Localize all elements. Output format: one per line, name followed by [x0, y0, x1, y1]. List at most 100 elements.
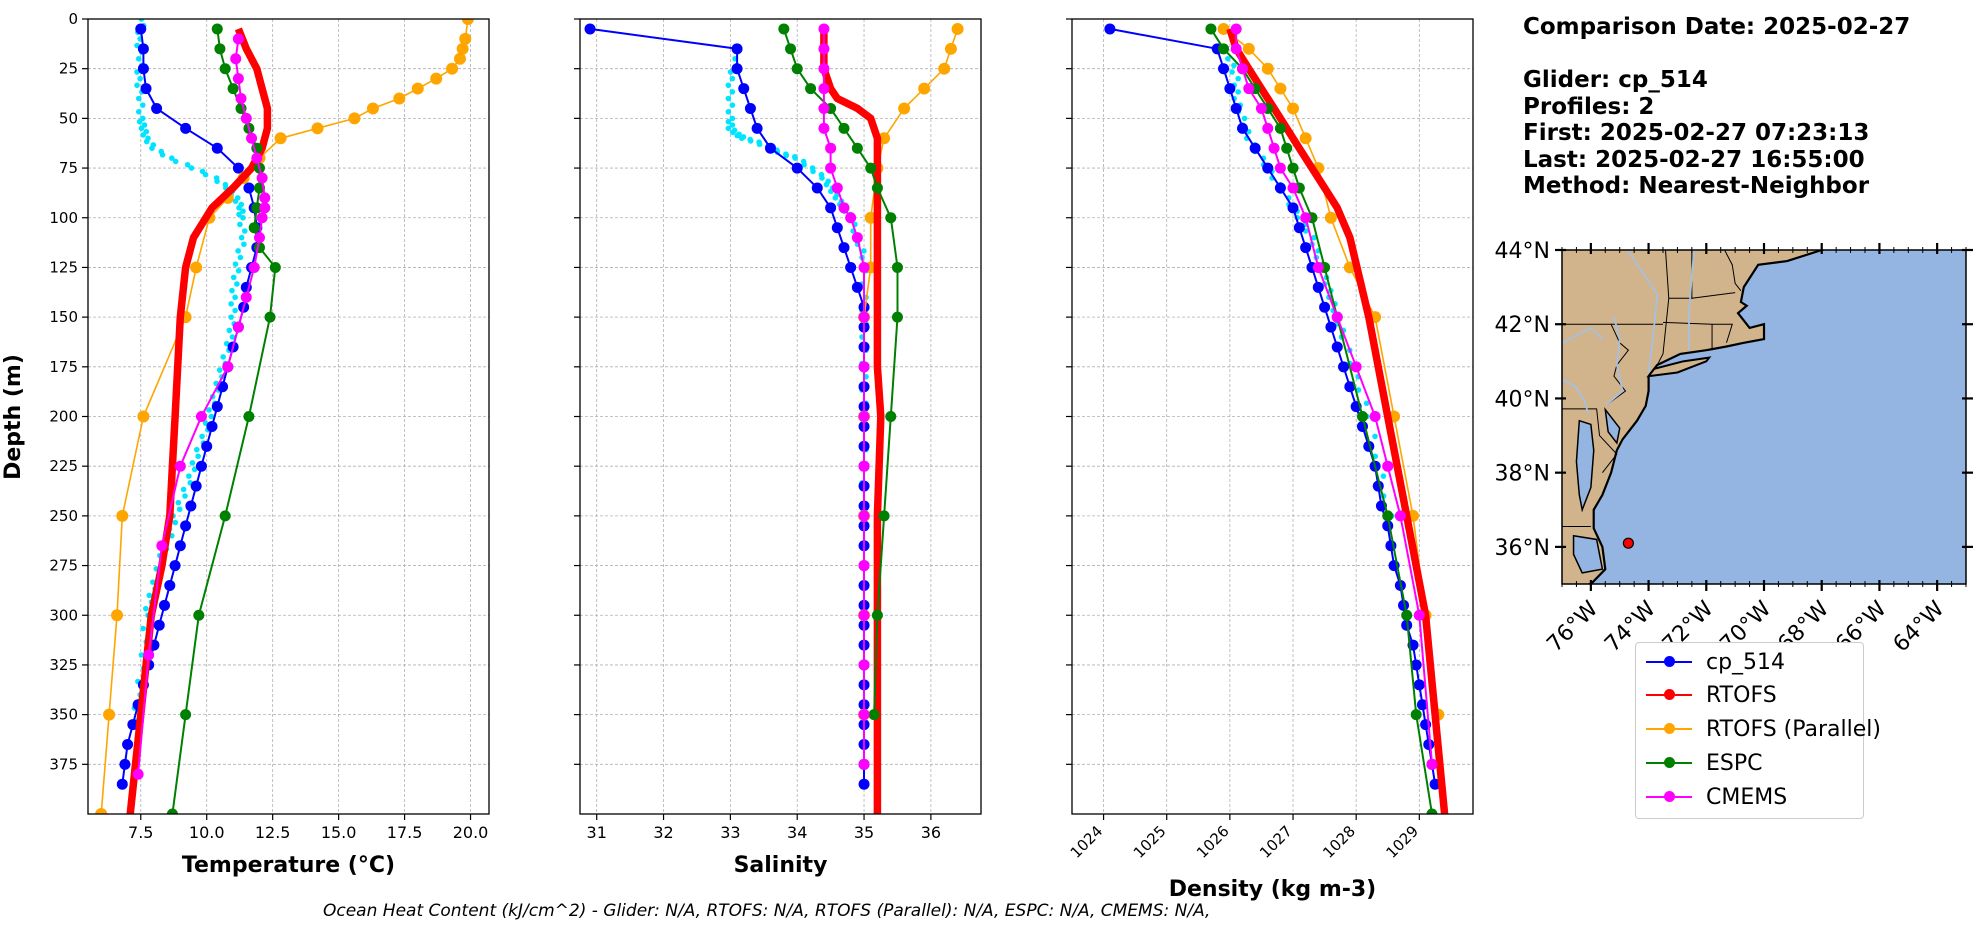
glider-raw-point	[730, 129, 736, 136]
series-point	[143, 649, 155, 661]
series-point	[111, 609, 124, 622]
glider-raw-point	[783, 152, 790, 159]
series-point	[818, 122, 830, 134]
legend-label: cp_514	[1706, 649, 1786, 675]
series-point	[1325, 321, 1337, 333]
series-point	[1369, 411, 1381, 422]
glider-raw-point	[172, 519, 179, 526]
glider-raw-point	[220, 354, 226, 360]
y-tick-label: 350	[49, 706, 78, 724]
glider-raw-point	[191, 466, 198, 473]
series-point	[858, 460, 870, 472]
glider-raw-point	[143, 138, 150, 145]
series-point	[1331, 311, 1343, 323]
series-point	[751, 122, 763, 134]
x-tick-label: 17.5	[387, 823, 423, 842]
series-point	[211, 23, 223, 35]
series-point	[1274, 162, 1286, 174]
series-point	[193, 609, 205, 621]
y-tick-label: 50	[59, 109, 78, 127]
glider-raw-point	[182, 493, 188, 499]
glider-raw-point	[139, 102, 146, 108]
glider-raw-point	[176, 506, 183, 513]
series-point	[885, 212, 897, 224]
series-point	[122, 738, 134, 750]
series-point	[871, 182, 883, 194]
glider-name: Glider: cp_514	[1523, 67, 1708, 93]
series-point	[253, 242, 265, 254]
glider-raw-point	[1372, 433, 1378, 440]
series-point	[214, 43, 226, 55]
glider-raw-point	[725, 95, 732, 102]
series-point	[858, 261, 870, 273]
comparison-date: Comparison Date: 2025-02-27	[1523, 14, 1911, 40]
series-point	[164, 579, 176, 591]
river	[1604, 316, 1624, 407]
series-point	[1230, 23, 1242, 35]
first-time: First: 2025-02-27 07:23:13	[1523, 120, 1870, 146]
legend-swatch	[1646, 718, 1692, 740]
info-block: Comparison Date: 2025-02-27 Glider: cp_5…	[1523, 14, 1910, 200]
series-point	[235, 93, 247, 104]
x-tick-label: 1024	[1067, 822, 1107, 862]
series-point	[831, 222, 843, 234]
series-point	[858, 778, 870, 790]
series-line	[1226, 27, 1449, 814]
series-point	[858, 311, 870, 323]
series-point	[274, 132, 287, 145]
series-point	[871, 609, 883, 621]
series-point	[137, 410, 150, 423]
glider-raw-point	[792, 155, 799, 161]
series-point	[137, 43, 149, 55]
series-point	[584, 23, 596, 35]
location-map: 44°N42°N40°N38°N36°N76°W74°W72°W70°W68°W…	[1495, 239, 1973, 657]
glider-raw-point	[137, 75, 143, 82]
x-tick-label: 1026	[1193, 822, 1233, 862]
glider-raw-point	[241, 241, 247, 248]
legend-item-espc: ESPC	[1646, 748, 1763, 778]
series-point	[219, 510, 231, 522]
series-point	[831, 182, 843, 194]
series-point	[791, 63, 803, 75]
series-point	[174, 540, 186, 552]
method: Method: Nearest-Neighbor	[1523, 173, 1870, 199]
glider-raw-point	[756, 141, 763, 148]
series-point	[818, 63, 830, 75]
glider-raw-point	[232, 307, 238, 314]
long-island	[1646, 356, 1712, 378]
river	[1688, 250, 1696, 351]
glider-raw-point	[1363, 400, 1370, 407]
glider-raw-point	[235, 248, 241, 254]
legend: cp_514 RTOFS RTOFS (Parallel) ESPC CMEMS	[1635, 642, 1881, 819]
series-point	[818, 102, 830, 114]
series-point	[246, 132, 258, 144]
series-point	[1262, 122, 1274, 134]
series-point	[838, 122, 850, 134]
glider-raw-point	[237, 221, 243, 228]
series-point	[744, 102, 756, 114]
y-tick-label: 325	[49, 656, 78, 674]
glider-raw-point	[236, 205, 242, 211]
state-border	[1662, 321, 1733, 343]
glider-raw-point	[1235, 89, 1241, 95]
series-point	[944, 42, 957, 55]
glider-raw-point	[1229, 69, 1235, 75]
series-point	[858, 709, 870, 721]
glider-raw-point	[236, 211, 242, 218]
series-point	[253, 232, 265, 244]
glider-raw-point	[146, 592, 153, 599]
series-point	[818, 43, 830, 55]
glider-raw-point	[232, 261, 239, 267]
series-point	[851, 281, 863, 293]
series-point	[1230, 102, 1242, 114]
series-point	[211, 142, 223, 154]
series-point	[778, 23, 790, 35]
series-point	[311, 122, 324, 135]
series-point	[116, 509, 129, 522]
series-point	[1237, 122, 1249, 134]
glider-raw-point	[241, 228, 248, 234]
series-point	[116, 778, 128, 790]
x-axis-label: Salinity	[734, 853, 828, 878]
series-point	[411, 82, 424, 95]
